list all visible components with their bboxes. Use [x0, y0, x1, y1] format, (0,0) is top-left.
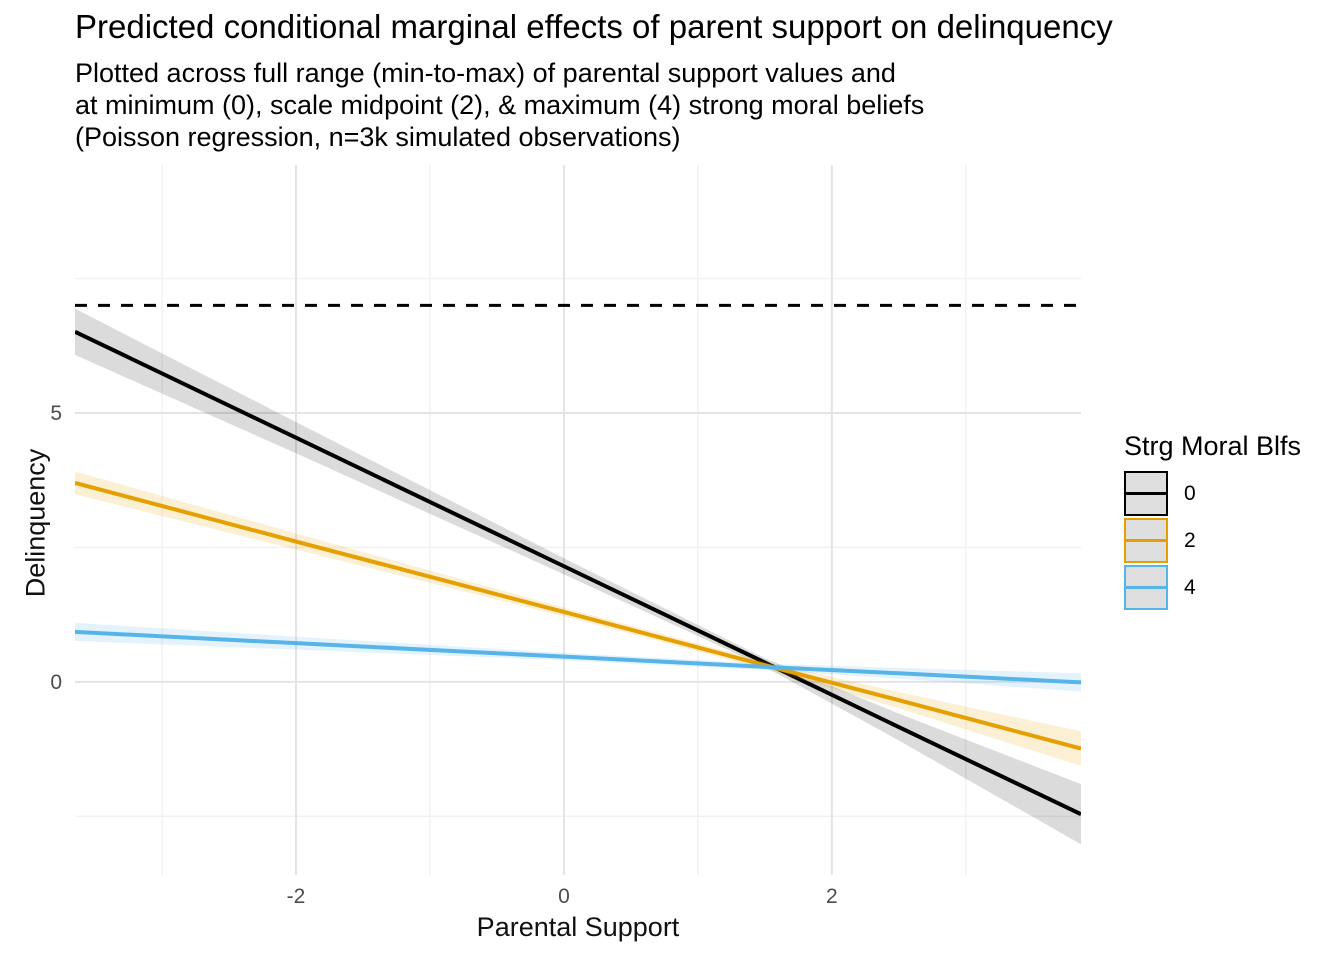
y-tick-label: 5 — [50, 402, 62, 425]
y-axis-title: Delinquency — [20, 448, 51, 598]
legend-key-swatch — [1124, 565, 1168, 610]
y-tick-label: 0 — [50, 671, 62, 694]
legend-entry-0: 0 — [1124, 471, 1301, 516]
legend-key-line — [1126, 586, 1166, 589]
series-line-4 — [75, 629, 1081, 685]
chart-subtitle-line: (Poisson regression, n=3k simulated obse… — [75, 122, 681, 152]
legend-label: 0 — [1184, 481, 1196, 505]
series-line-2 — [75, 480, 1081, 751]
legend-label: 4 — [1184, 575, 1196, 599]
legend-key-swatch — [1124, 471, 1168, 516]
chart-subtitle-line: Plotted across full range (min-to-max) o… — [75, 58, 896, 88]
legend-entries: 0 2 4 — [1124, 471, 1301, 610]
legend-key-swatch — [1124, 518, 1168, 563]
chart-subtitle: Plotted across full range (min-to-max) o… — [75, 57, 924, 153]
x-tick-label: 2 — [826, 885, 838, 908]
chart-title: Predicted conditional marginal effects o… — [75, 8, 1113, 45]
chart-subtitle-line: at minimum (0), scale midpoint (2), & ma… — [75, 90, 925, 120]
x-axis-title: Parental Support — [476, 912, 680, 942]
legend-entry-4: 4 — [1124, 565, 1301, 610]
legend: Strg Moral Blfs 0 2 4 — [1124, 431, 1301, 612]
series-line-0 — [75, 329, 1081, 817]
confidence-ribbon-2 — [75, 471, 1081, 766]
x-tick-label: 0 — [558, 885, 570, 908]
legend-key-line — [1126, 492, 1166, 495]
legend-label: 2 — [1184, 528, 1196, 552]
legend-title: Strg Moral Blfs — [1124, 431, 1302, 461]
confidence-ribbon-0 — [75, 308, 1081, 845]
x-tick-label: -2 — [287, 885, 306, 908]
legend-key-line — [1126, 539, 1166, 542]
legend-entry-2: 2 — [1124, 518, 1301, 563]
series-group — [75, 303, 1081, 845]
